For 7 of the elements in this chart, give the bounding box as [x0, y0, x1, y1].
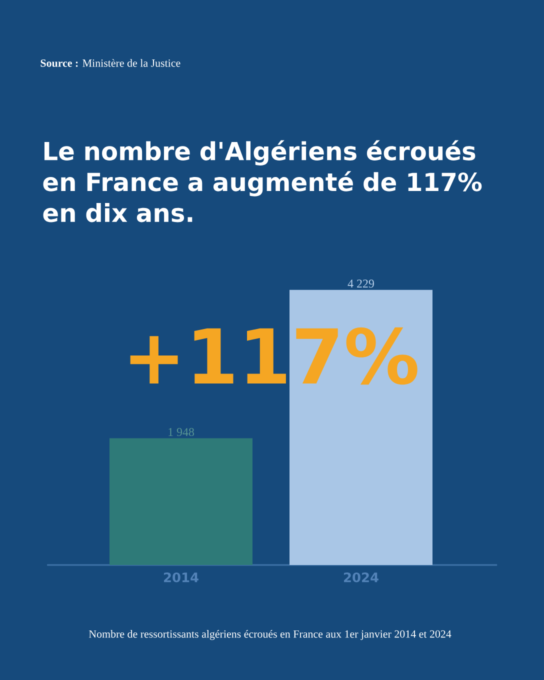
x-tick-label: 2014	[164, 572, 198, 582]
data-label: 1 948	[168, 428, 194, 436]
chart-title: Le nombre d'Algériens écroués en France a augmenté de 117% en dix ans.	[43, 140, 482, 222]
text: Nombre de ressortissants algériens écroués en France aux 1er janvier 2014 et 2024	[88, 630, 452, 640]
data-label: 4 229	[348, 280, 374, 288]
text: Source : Ministère de la Justice	[40, 59, 180, 67]
x-tick-label: 2024	[344, 572, 378, 582]
